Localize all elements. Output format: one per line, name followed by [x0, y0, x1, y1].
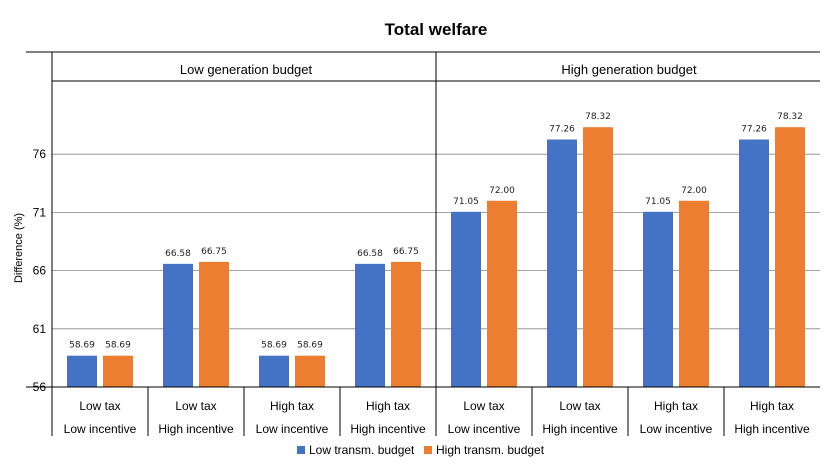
y-tick-label-61: 61	[33, 322, 47, 336]
data-label-low-transm-2: 58.69	[261, 341, 287, 351]
bar-high-transm-7	[775, 127, 805, 388]
y-tick-label-76: 76	[33, 147, 47, 161]
legend-swatch-high-transm	[424, 446, 432, 454]
data-label-low-transm-1: 66.58	[165, 249, 191, 259]
data-label-high-transm-3: 66.75	[393, 247, 419, 257]
y-tick-label-66: 66	[33, 264, 47, 278]
data-label-high-transm-1: 66.75	[201, 247, 227, 257]
category-tax-label-7: High tax	[750, 399, 794, 413]
category-incentive-label-3: High incentive	[350, 422, 426, 436]
data-label-low-transm-5: 77.26	[549, 125, 575, 135]
data-label-low-transm-3: 66.58	[357, 249, 383, 259]
category-tax-label-5: Low tax	[559, 399, 600, 413]
x-axis: Low tax Low incentive Low tax High incentiv…	[26, 52, 820, 436]
bar-low-transm-7	[739, 139, 769, 387]
bar-high-transm-3	[391, 261, 421, 387]
legend-swatch-low-transm	[297, 446, 305, 454]
bar-low-transm-0	[67, 355, 97, 387]
bar-low-transm-3	[355, 263, 385, 387]
data-label-high-transm-6: 72.00	[681, 186, 707, 196]
data-label-low-transm-4: 71.05	[453, 197, 479, 207]
bar-low-transm-6	[643, 211, 673, 387]
category-tax-label-3: High tax	[366, 399, 410, 413]
category-incentive-label-5: High incentive	[542, 422, 618, 436]
data-label-low-transm-6: 71.05	[645, 197, 671, 207]
data-label-high-transm-4: 72.00	[489, 186, 515, 196]
legend: Low transm. budget High transm. budget	[297, 443, 545, 457]
category-incentive-label-2: Low incentive	[256, 422, 329, 436]
data-label-high-transm-5: 78.32	[585, 112, 611, 122]
category-tax-label-6: High tax	[654, 399, 698, 413]
bar-high-transm-5	[583, 127, 613, 388]
category-tax-label-4: Low tax	[463, 399, 504, 413]
bar-high-transm-4	[487, 200, 517, 387]
legend-label-high-transm: High transm. budget	[436, 443, 545, 457]
category-tax-label-2: High tax	[270, 399, 314, 413]
bar-low-transm-2	[259, 355, 289, 387]
data-label-high-transm-7: 78.32	[777, 112, 803, 122]
bar-high-transm-1	[199, 261, 229, 387]
bar-high-transm-6	[679, 200, 709, 387]
data-label-low-transm-7: 77.26	[741, 125, 767, 135]
bar-low-transm-5	[547, 139, 577, 387]
chart-title: Total welfare	[385, 20, 488, 39]
panel-label-high-generation: High generation budget	[561, 62, 697, 77]
data-label-low-transm-0: 58.69	[69, 341, 95, 351]
category-incentive-label-6: Low incentive	[640, 422, 713, 436]
category-tax-label-0: Low tax	[79, 399, 120, 413]
category-tax-label-1: Low tax	[175, 399, 216, 413]
category-incentive-label-1: High incentive	[158, 422, 234, 436]
y-tick-label-71: 71	[33, 205, 47, 219]
data-labels: 58.69 58.69 66.58 66.75 58.69 58.69 66.58 66.75…	[69, 112, 803, 350]
legend-label-low-transm: Low transm. budget	[309, 443, 415, 457]
data-label-high-transm-0: 58.69	[105, 341, 131, 351]
category-incentive-label-4: Low incentive	[448, 422, 521, 436]
y-axis-label: Difference (%)	[13, 213, 25, 283]
bar-low-transm-1	[163, 263, 193, 387]
bar-high-transm-0	[103, 355, 133, 387]
bar-low-transm-4	[451, 211, 481, 387]
category-incentive-label-0: Low incentive	[64, 422, 137, 436]
category-incentive-label-7: High incentive	[734, 422, 810, 436]
bars	[67, 127, 805, 388]
data-label-high-transm-2: 58.69	[297, 341, 323, 351]
panel-label-low-generation: Low generation budget	[180, 62, 313, 77]
bar-high-transm-2	[295, 355, 325, 387]
